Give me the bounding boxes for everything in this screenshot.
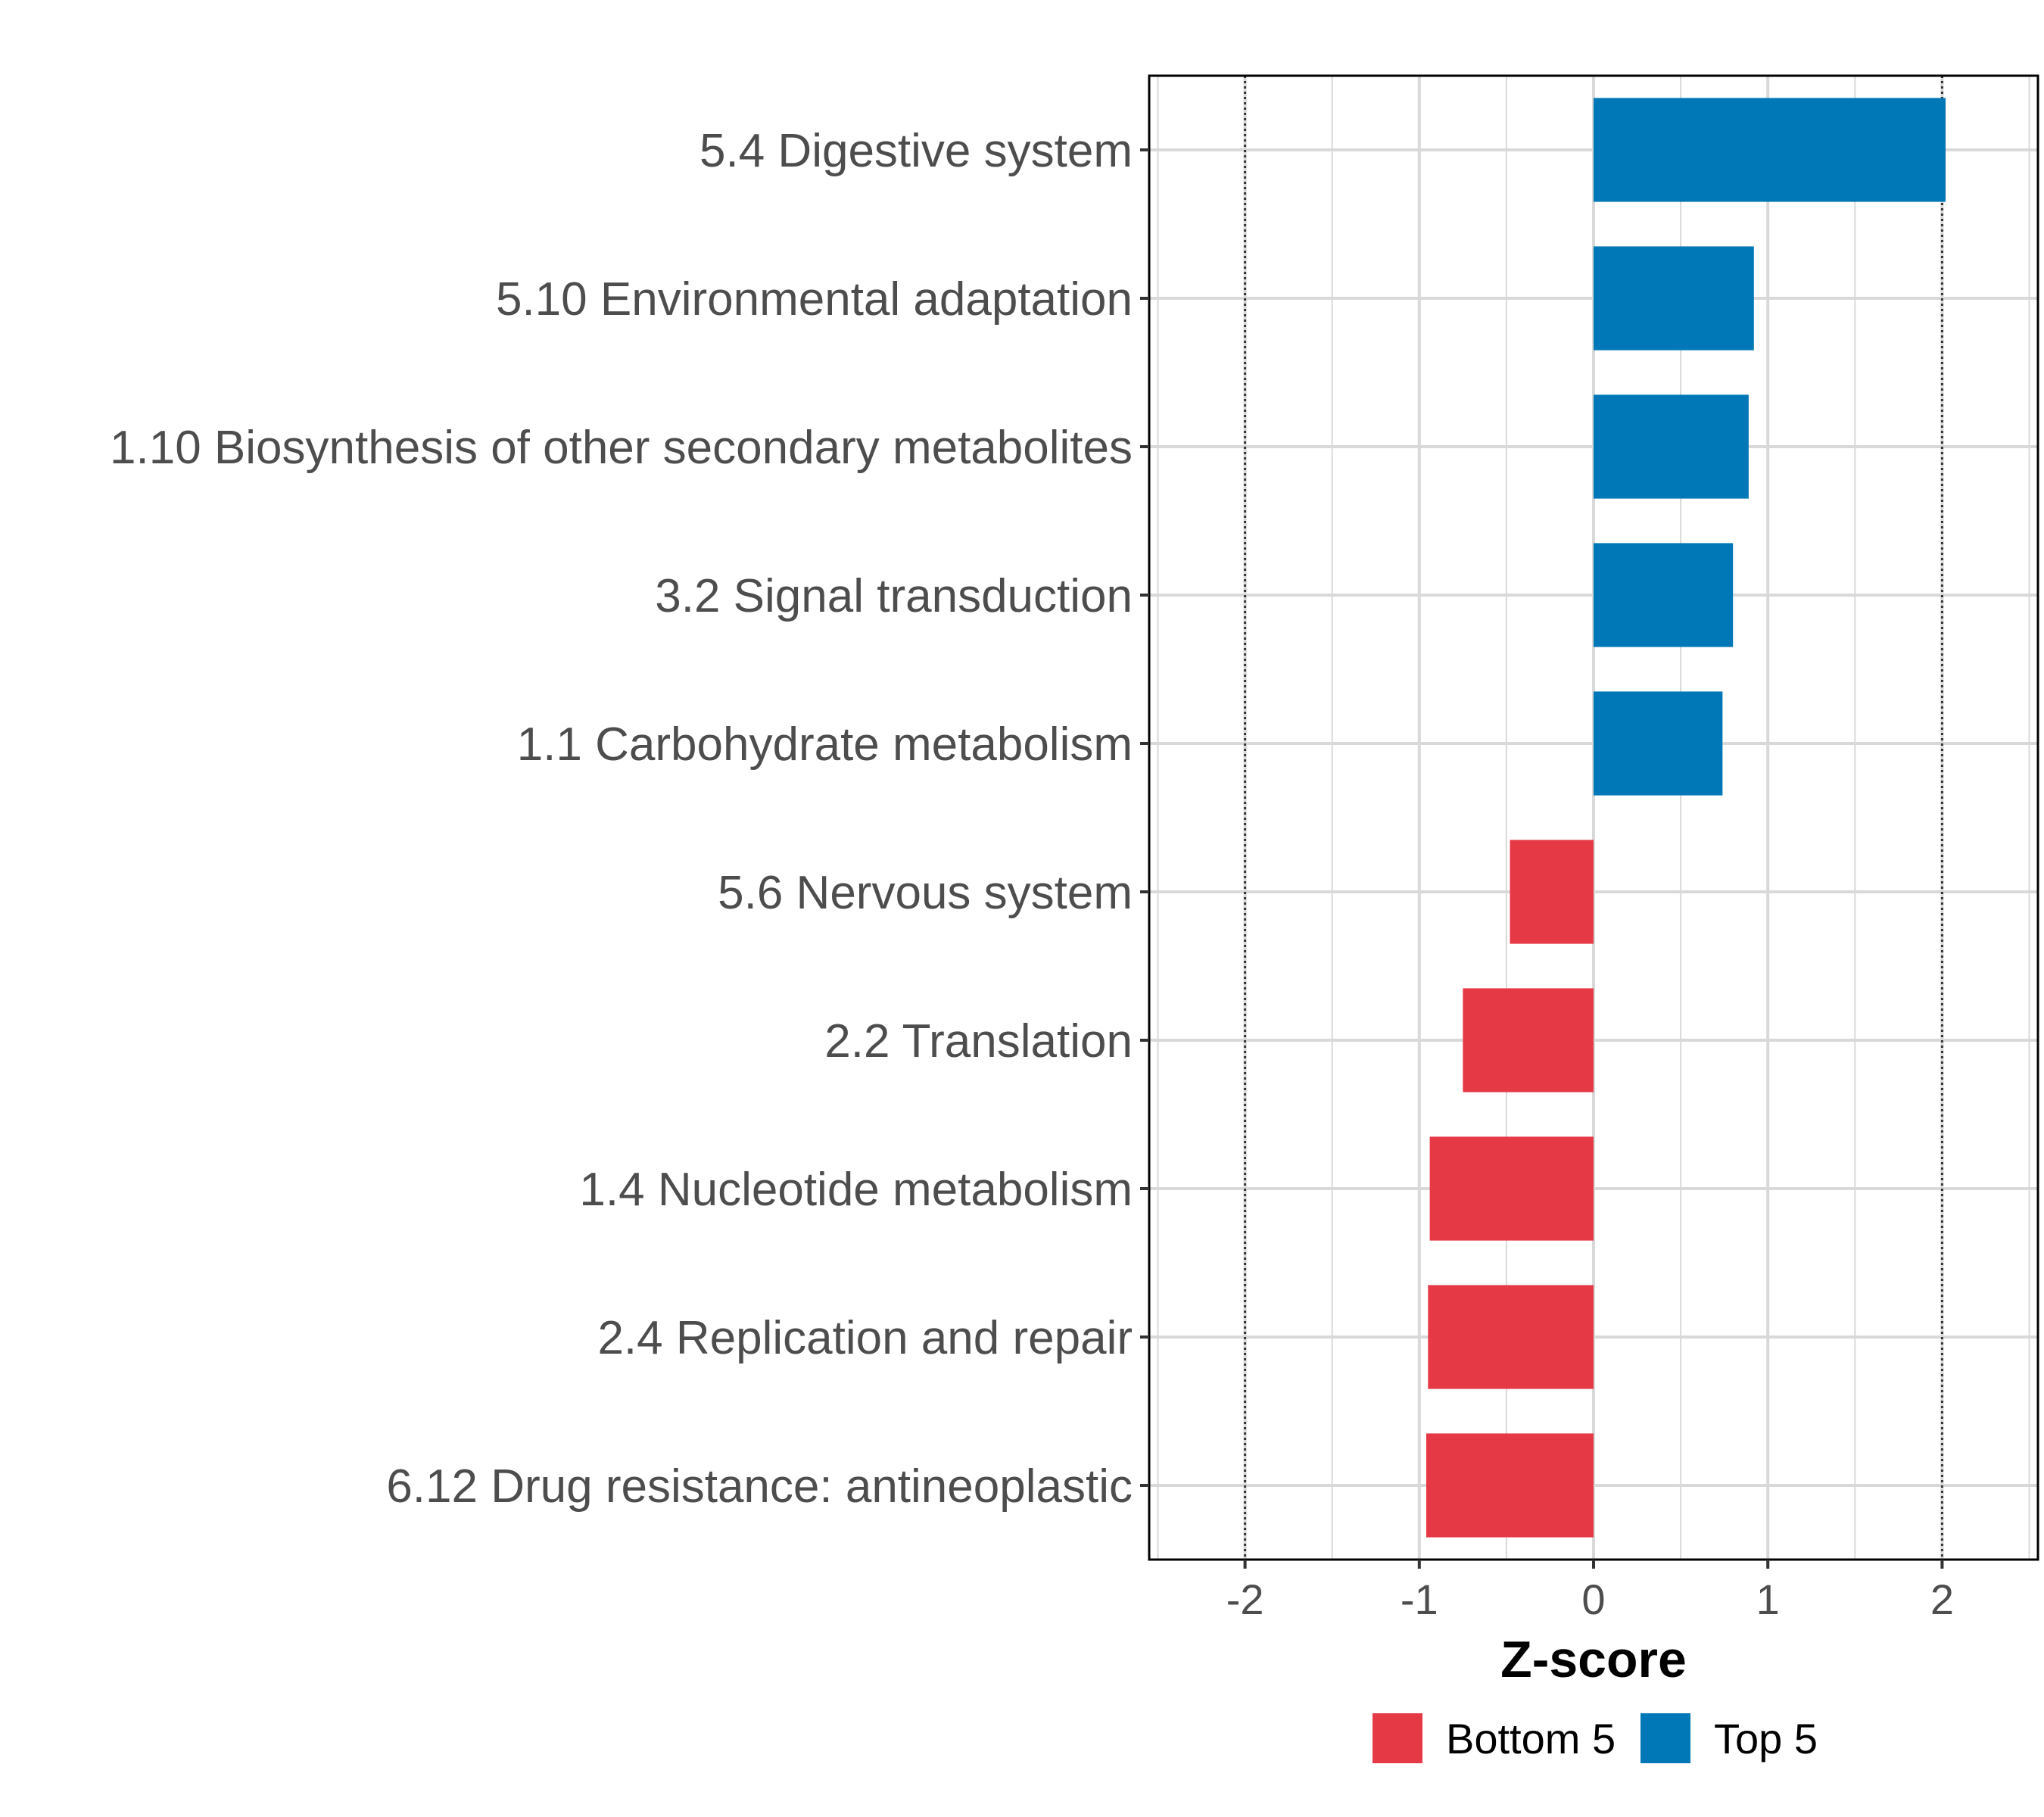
y-tick-label: 5.4 Digestive system <box>700 125 1133 177</box>
bar <box>1428 1285 1594 1389</box>
bar <box>1594 98 1946 202</box>
legend-label-bottom-5: Bottom 5 <box>1446 1715 1616 1762</box>
x-tick-label: 0 <box>1581 1575 1605 1623</box>
bar <box>1594 691 1723 796</box>
y-axis-ticks <box>1140 148 1149 1487</box>
y-axis-labels: 5.4 Digestive system 5.10 Environmental a… <box>110 125 1133 1513</box>
bar <box>1594 246 1754 351</box>
x-axis-ticks: -2 -1 0 1 2 <box>1226 1560 1954 1623</box>
bar <box>1594 543 1734 647</box>
bar <box>1426 1433 1594 1538</box>
bars <box>1426 98 1946 1538</box>
x-tick-label: 1 <box>1756 1575 1780 1623</box>
y-tick-label: 1.10 Biosynthesis of other secondary met… <box>110 422 1133 474</box>
y-tick-label: 2.2 Translation <box>824 1015 1133 1067</box>
legend-swatch-bottom-5 <box>1373 1713 1422 1763</box>
bar <box>1463 988 1594 1092</box>
x-tick-label: 2 <box>1930 1575 1954 1623</box>
x-tick-label: -2 <box>1226 1575 1264 1623</box>
y-tick-label: 1.4 Nucleotide metabolism <box>579 1164 1133 1216</box>
bar <box>1594 394 1749 499</box>
reference-lines <box>1244 76 1943 1560</box>
y-tick-label: 6.12 Drug resistance: antineoplastic <box>386 1460 1133 1513</box>
x-axis-title: Z-score <box>1500 1631 1687 1688</box>
legend-label-top-5: Top 5 <box>1714 1715 1818 1762</box>
y-tick-label: 5.10 Environmental adaptation <box>496 273 1133 326</box>
y-tick-label: 5.6 Nervous system <box>718 867 1133 919</box>
bar <box>1429 1136 1594 1241</box>
y-tick-label: 1.1 Carbohydrate metabolism <box>517 718 1133 771</box>
x-tick-label: -1 <box>1401 1575 1438 1623</box>
bar <box>1510 840 1594 944</box>
legend: Bottom 5 Top 5 <box>1373 1713 1818 1763</box>
legend-swatch-top-5 <box>1640 1713 1690 1763</box>
y-tick-label: 3.2 Signal transduction <box>655 570 1133 622</box>
y-tick-label: 2.4 Replication and repair <box>597 1312 1133 1364</box>
